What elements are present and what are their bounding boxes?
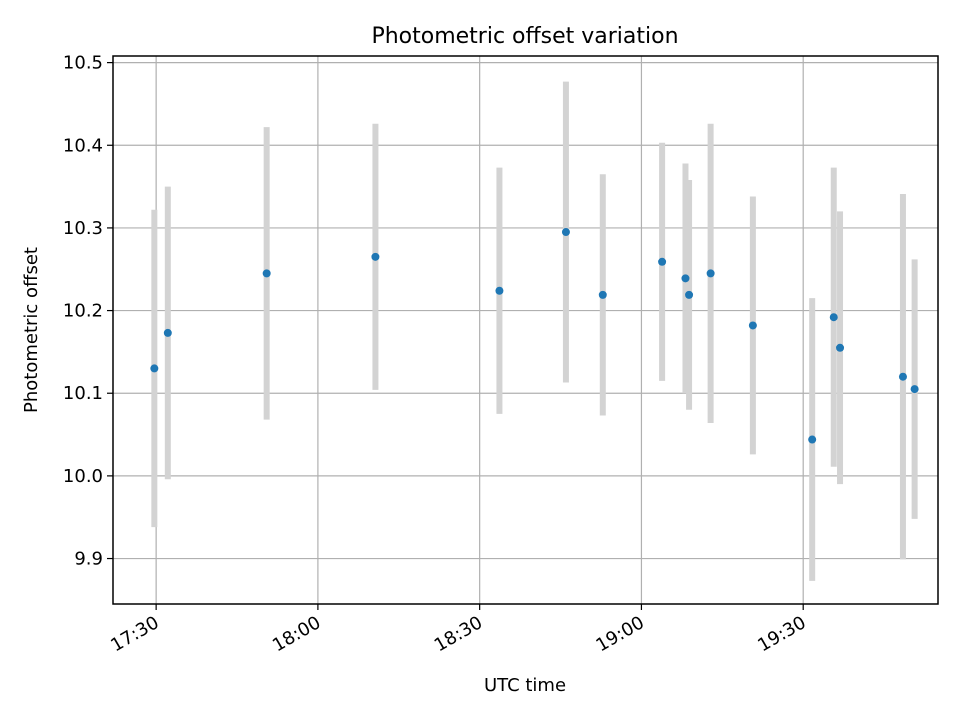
plot-area-frame [112,55,939,605]
data-point [685,290,694,299]
y-tick-label: 10.3 [63,218,103,239]
y-tick-label: 10.2 [63,301,103,322]
data-point [910,385,919,394]
y-tick-label: 10.5 [63,53,103,74]
data-point [371,252,380,261]
data-point [262,269,271,278]
grid-lines [113,56,938,604]
y-axis: 9.9 10.0 10.1 10.2 10.3 10.4 10.5 [63,53,113,570]
y-tick-label: 10.4 [63,135,103,156]
data-point [163,328,172,337]
y-tick-label: 10.0 [63,466,103,487]
y-tick-label: 9.9 [74,549,103,570]
data-point [681,274,690,283]
data-point [808,435,817,444]
y-axis-label: Photometric offset [21,247,42,413]
data-points [150,228,919,444]
data-point [150,364,159,373]
data-point [598,290,607,299]
data-point [748,321,757,330]
x-axis-label: UTC time [484,675,566,696]
data-point [898,372,907,381]
data-point [829,313,838,322]
chart-title: Photometric offset variation [371,24,678,49]
data-point [658,257,667,266]
data-point [561,228,570,237]
data-point [836,343,845,352]
y-tick-label: 10.1 [63,383,103,404]
data-point [495,286,504,295]
data-point [706,269,715,278]
